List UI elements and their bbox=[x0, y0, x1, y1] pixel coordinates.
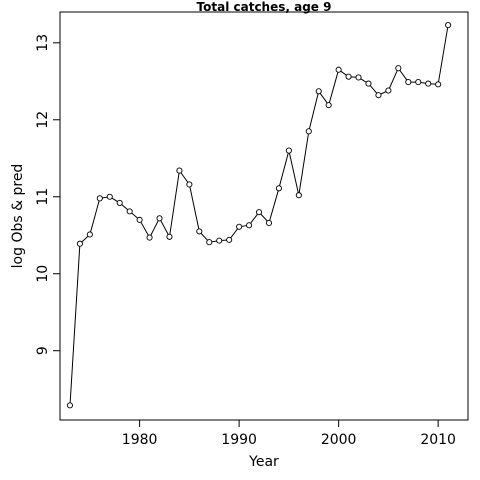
y-tick-label-9: 9 bbox=[35, 346, 51, 355]
y-tick-label-11: 11 bbox=[35, 188, 51, 206]
data-point-1997 bbox=[305, 128, 312, 135]
chart-title: Total catches, age 9 bbox=[197, 0, 332, 14]
data-point-1979 bbox=[126, 208, 133, 215]
x-tick-label-1980: 1980 bbox=[122, 432, 158, 448]
data-point-1986 bbox=[196, 228, 203, 235]
data-point-1974 bbox=[76, 240, 83, 247]
data-point-1999 bbox=[325, 102, 332, 109]
data-point-1977 bbox=[106, 193, 113, 200]
data-point-1985 bbox=[186, 181, 193, 188]
data-point-1978 bbox=[116, 199, 123, 206]
y-axis-label: log Obs & pred bbox=[10, 164, 26, 269]
data-point-1992 bbox=[255, 209, 263, 216]
data-point-1988 bbox=[216, 237, 223, 244]
x-tick-label-1990: 1990 bbox=[221, 432, 257, 448]
data-point-1998 bbox=[315, 88, 322, 95]
series-line bbox=[69, 25, 449, 406]
x-axis: 1980 1990 2000 2010 bbox=[122, 420, 456, 448]
plot-frame bbox=[59, 11, 469, 421]
data-point-1976 bbox=[96, 195, 103, 202]
data-point-2001 bbox=[345, 73, 352, 80]
data-point-1994 bbox=[275, 185, 282, 192]
data-point-2005 bbox=[385, 87, 392, 94]
data-point-1987 bbox=[206, 239, 213, 246]
data-point-1973 bbox=[66, 402, 74, 409]
y-axis: 9 10 11 12 13 bbox=[35, 34, 60, 355]
data-point-2010 bbox=[435, 81, 442, 88]
data-point-1993 bbox=[265, 219, 273, 226]
data-point-2008 bbox=[415, 79, 422, 86]
data-point-1996 bbox=[295, 192, 302, 199]
data-point-2011 bbox=[445, 22, 452, 29]
data-point-2009 bbox=[425, 80, 432, 87]
x-tick-label-2010: 2010 bbox=[420, 432, 456, 448]
data-point-2007 bbox=[405, 79, 412, 86]
data-point-1991 bbox=[246, 222, 253, 229]
data-point-2006 bbox=[395, 65, 402, 72]
data-point-1980 bbox=[136, 216, 143, 223]
y-tick-label-10: 10 bbox=[35, 265, 51, 283]
data-point-1975 bbox=[86, 231, 93, 238]
data-point-1990 bbox=[236, 223, 243, 230]
x-tick-label-2000: 2000 bbox=[321, 432, 357, 448]
data-point-1981 bbox=[146, 234, 153, 241]
x-axis-label: Year bbox=[248, 454, 279, 470]
data-point-1995 bbox=[285, 147, 292, 154]
y-tick-label-13: 13 bbox=[35, 34, 51, 52]
data-point-2003 bbox=[365, 80, 372, 87]
y-tick-label-12: 12 bbox=[35, 111, 51, 129]
data-point-1982 bbox=[156, 215, 163, 222]
data-point-2000 bbox=[335, 66, 342, 73]
data-point-1989 bbox=[226, 236, 233, 243]
series-points bbox=[66, 22, 452, 409]
data-point-1983 bbox=[166, 233, 173, 240]
data-point-1984 bbox=[176, 167, 183, 174]
data-point-2004 bbox=[375, 92, 382, 99]
data-point-2002 bbox=[355, 74, 362, 81]
